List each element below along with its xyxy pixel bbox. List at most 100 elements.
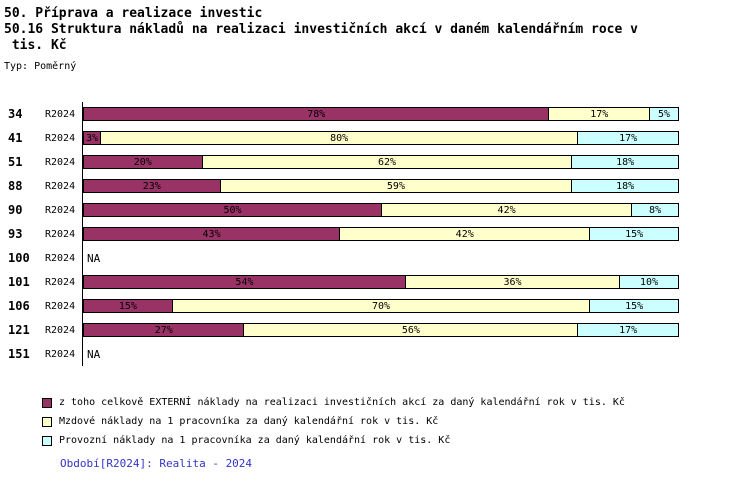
segment-value-label: 70% [371, 300, 391, 312]
segment-value-label: 20% [133, 156, 152, 168]
period-label: R2024 [45, 324, 76, 336]
segment-value-label: 15% [625, 228, 644, 240]
category-label: 100 [8, 251, 30, 265]
bar-segment: 23% [83, 179, 221, 193]
period-label: R2024 [45, 300, 76, 312]
bar-segment: 70% [171, 299, 591, 313]
chart-row: 41 R2024 3% 80% 17% [8, 126, 750, 150]
bar-segment: 8% [631, 203, 679, 217]
bar-segment: 5% [649, 107, 679, 121]
segment-value-label: 56% [401, 324, 420, 336]
chart-row: 106 R2024 15% 70% 15% [8, 294, 750, 318]
bar-segment: 15% [589, 227, 679, 241]
legend-label: z toho celkově EXTERNÍ náklady na realiz… [59, 397, 625, 408]
bar-segment: 42% [339, 227, 591, 241]
segment-value-label: 42% [455, 228, 474, 240]
bar-segment: 59% [219, 179, 573, 193]
period-label: R2024 [45, 276, 76, 288]
bar-segment: 18% [571, 179, 679, 193]
na-label: NA [87, 347, 101, 361]
report-page: 50. Příprava a realizace investic 50.16 … [4, 6, 750, 470]
chart-row: 90 R2024 50% 42% 8% [8, 198, 750, 222]
category-label: 88 [8, 179, 23, 193]
report-title-line2: 50.16 Struktura nákladů na realizaci inv… [4, 22, 638, 37]
legend-item: Mzdové náklady na 1 pracovníka za daný k… [42, 412, 750, 431]
segment-value-label: 8% [649, 204, 662, 216]
period-label: R2024 [45, 348, 76, 360]
stacked-bar: 27% 56% 17% [83, 323, 681, 337]
segment-value-label: 80% [330, 132, 349, 144]
bar-segment: 10% [619, 275, 679, 289]
segment-value-label: 50% [223, 204, 242, 216]
bar-segment: 54% [83, 275, 406, 289]
segment-value-label: 42% [497, 204, 516, 216]
bar-segment: 42% [381, 203, 633, 217]
legend-swatch [42, 435, 52, 446]
segment-value-label: 43% [202, 228, 221, 240]
na-label: NA [87, 251, 101, 265]
legend-label: Provozní náklady na 1 pracovníka za daný… [59, 435, 451, 446]
period-parameter-label[interactable]: Období[R2024]: Realita - 2024 [60, 457, 253, 470]
bar-area: 3% 80% 17% [82, 126, 686, 150]
period-label: R2024 [45, 108, 76, 120]
bar-area: 15% 70% 15% [82, 294, 686, 318]
stacked-bar: 50% 42% 8% [83, 203, 681, 217]
category-label: 51 [8, 155, 23, 169]
bar-area: 54% 36% 10% [82, 270, 686, 294]
stacked-bar-chart: 34 R2024 78% 17% 5% 41 R2024 3% 80% 17% 51 R2024 20%… [8, 102, 750, 366]
category-label: 121 [8, 323, 30, 337]
segment-value-label: 18% [616, 180, 635, 192]
segment-value-label: 54% [235, 276, 254, 288]
segment-value-label: 62% [377, 156, 396, 168]
chart-row: 151 R2024 NA [8, 342, 750, 366]
stacked-bar: 15% 70% 15% [83, 299, 681, 313]
segment-value-label: 27% [154, 324, 173, 336]
segment-value-label: 59% [386, 180, 405, 192]
chart-row: 121 R2024 27% 56% 17% [8, 318, 750, 342]
bar-segment: 56% [243, 323, 579, 337]
bar-area: 43% 42% 15% [82, 222, 686, 246]
bar-segment: 62% [201, 155, 573, 169]
period-label: R2024 [45, 228, 76, 240]
bar-segment: 20% [83, 155, 203, 169]
report-type-label: Typ: Poměrný [4, 61, 77, 72]
bar-segment: 43% [83, 227, 341, 241]
category-label: 34 [8, 107, 23, 121]
period-label: R2024 [45, 156, 76, 168]
stacked-bar: 3% 80% 17% [83, 131, 681, 145]
bar-segment: 27% [83, 323, 245, 337]
bar-segment: 18% [571, 155, 679, 169]
segment-value-label: 3% [85, 132, 98, 144]
segment-value-label: 15% [625, 300, 644, 312]
bar-area: 20% 62% 18% [82, 150, 686, 174]
legend-item: z toho celkově EXTERNÍ náklady na realiz… [42, 393, 750, 412]
chart-row: 51 R2024 20% 62% 18% [8, 150, 750, 174]
bar-segment: 17% [577, 323, 679, 337]
bar-segment: 80% [99, 131, 579, 145]
bar-area: NA [82, 342, 686, 366]
bar-segment: 36% [404, 275, 621, 289]
bar-area: NA [82, 246, 686, 270]
category-label: 101 [8, 275, 30, 289]
bar-segment: 78% [83, 107, 550, 121]
legend-swatch [42, 416, 52, 427]
stacked-bar: 54% 36% 10% [83, 275, 681, 289]
stacked-bar: 23% 59% 18% [83, 179, 681, 193]
report-title-line3: tis. Kč [4, 38, 67, 53]
legend-item: Provozní náklady na 1 pracovníka za daný… [42, 431, 750, 450]
stacked-bar: 20% 62% 18% [83, 155, 681, 169]
category-label: 90 [8, 203, 23, 217]
segment-value-label: 5% [658, 108, 671, 120]
bar-segment: 50% [83, 203, 382, 217]
bar-area: 27% 56% 17% [82, 318, 686, 342]
legend-label: Mzdové náklady na 1 pracovníka za daný k… [59, 416, 439, 427]
category-label: 106 [8, 299, 30, 313]
chart-legend: z toho celkově EXTERNÍ náklady na realiz… [42, 393, 750, 450]
bar-segment: 17% [548, 107, 651, 121]
segment-value-label: 10% [640, 276, 659, 288]
category-label: 151 [8, 347, 30, 361]
report-title-line1: 50. Příprava a realizace investic [4, 6, 263, 21]
legend-swatch [42, 397, 52, 408]
bar-area: 78% 17% 5% [82, 102, 686, 126]
bar-area: 23% 59% 18% [82, 174, 686, 198]
